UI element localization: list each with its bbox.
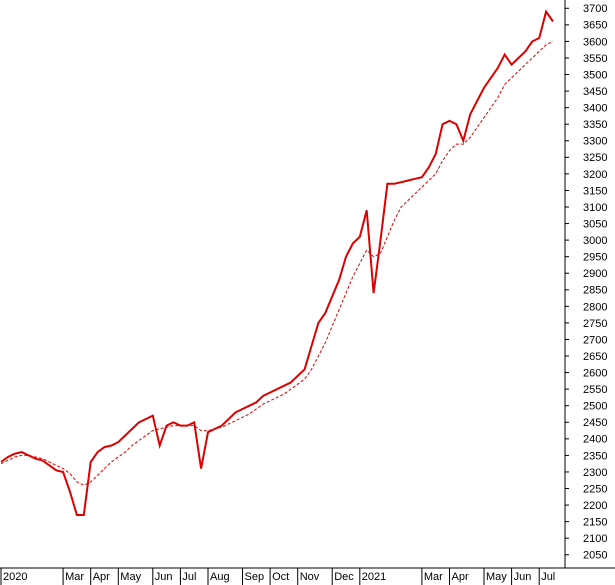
y-tick-label: 2200 [583,500,607,512]
y-tick-label: 2550 [583,384,607,396]
x-tick-label: Sep [245,571,265,583]
y-tick-label: 2150 [583,517,607,529]
price-line [0,9,554,516]
x-tick-label: Jul [182,571,196,583]
y-tick-label: 2100 [583,533,607,545]
y-tick-label: 2650 [583,351,607,363]
x-tick-label: Oct [272,571,289,583]
y-tick-label: 2300 [583,467,607,479]
y-tick-label: 2450 [583,417,607,429]
y-tick-label: 2400 [583,434,607,446]
x-tick-label: May [486,571,507,583]
y-tick-label: 2500 [583,401,607,413]
y-tick-label: 3650 [583,20,607,32]
x-tick-label: Nov [300,571,320,583]
y-tick-label: 2350 [583,450,607,462]
x-tick-label: 2020 [3,571,27,583]
y-tick-label: 3550 [583,53,607,65]
y-tick-label: 3100 [583,202,607,214]
x-tick-label: Mar [424,571,443,583]
y-tick-label: 2250 [583,483,607,495]
x-tick-label: Jul [541,571,555,583]
y-tick-label: 3400 [583,103,607,115]
x-tick-label: Mar [65,571,84,583]
y-tick-label: 3700 [583,3,607,15]
y-tick-label: 3150 [583,185,607,197]
y-tick-label: 3450 [583,86,607,98]
x-tick-label: Jun [514,571,532,583]
y-tick-label: 2050 [583,550,607,562]
y-tick-label: 3050 [583,218,607,230]
y-tick-label: 2750 [583,318,607,330]
x-tick-label: Aug [210,571,230,583]
y-tick-label: 3600 [583,36,607,48]
y-tick-label: 2900 [583,268,607,280]
x-tick-label: 2021 [362,571,386,583]
y-tick-label: 3250 [583,152,607,164]
x-tick-label: Dec [334,571,354,583]
x-tick-label: Jun [155,571,173,583]
x-tick-label: Apr [93,571,110,583]
y-tick-label: 2800 [583,301,607,313]
y-tick-label: 2850 [583,285,607,297]
y-tick-label: 2600 [583,368,607,380]
y-tick-label: 3350 [583,119,607,131]
y-tick-label: 3000 [583,235,607,247]
x-tick-label: May [120,571,141,583]
y-tick-label: 3200 [583,169,607,181]
y-tick-label: 3500 [583,69,607,81]
y-tick-label: 2700 [583,334,607,346]
average-line [0,40,554,486]
y-tick-label: 3300 [583,136,607,148]
y-tick-label: 2950 [583,252,607,264]
x-tick-label: Apr [452,571,469,583]
